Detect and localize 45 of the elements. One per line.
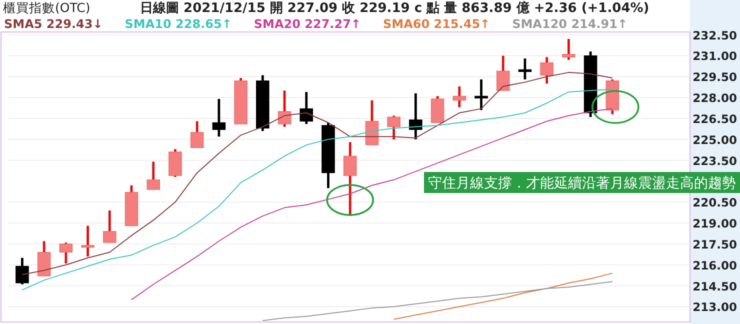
candlestick: [212, 98, 226, 138]
y-tick-label: 231.00: [692, 49, 737, 64]
chart-subtitle: 日線圖 2021/12/15 開 227.09 收 229.19 c 點 量 863.89 億 +2.36 (+1.04%): [140, 0, 650, 16]
candlestick: [103, 209, 116, 244]
candlestick: [168, 148, 182, 178]
candlestick: [365, 99, 379, 146]
y-tick-label: 213.00: [692, 300, 737, 314]
candlestick: [146, 160, 160, 191]
candlestick: [452, 85, 466, 108]
y-tick-label: 217.50: [692, 237, 737, 252]
y-tick-label: 220.50: [692, 196, 737, 210]
candlestick: [430, 94, 444, 124]
text: SMA20 227.27↑: [254, 17, 361, 31]
text: SMA120 214.91↑: [512, 17, 628, 31]
y-tick-label: 225.00: [692, 132, 737, 147]
y-tick-label: 226.50: [692, 112, 737, 126]
candlestick: [496, 54, 510, 92]
candlestick: [562, 38, 576, 62]
y-tick-label: 228.00: [692, 91, 737, 106]
text: SMA5 229.43↓: [4, 17, 103, 31]
candlestick: [81, 224, 94, 258]
y-tick-label: 229.50: [692, 70, 737, 84]
line-series: [262, 281, 613, 322]
candlestick: [278, 89, 292, 128]
annotation: 守住月線支撐．才能延續沿著月線震盪走高的趨勢: [428, 176, 736, 192]
text: SMA60 215.45↑: [382, 17, 490, 31]
candlestick: [300, 90, 314, 126]
y-tick-label: 214.50: [692, 279, 737, 294]
candlestick: [518, 57, 532, 81]
candlestick: [16, 256, 29, 286]
candlestick: [190, 120, 204, 149]
candlestick: [387, 114, 400, 141]
y-tick-label: 216.00: [692, 258, 737, 272]
y-tick-label: 232.50: [692, 28, 737, 42]
text: SMA10 228.65↑: [124, 17, 232, 31]
candlestick: [59, 241, 73, 265]
candlestick: [409, 92, 422, 141]
chart-title: 櫃買指數(OTC): [3, 0, 90, 15]
candlestick: [37, 240, 51, 278]
y-tick-label: 223.50: [692, 154, 737, 168]
annotation: 守住月線支撐．才能延續沿著月線震盪走高的趨勢: [424, 172, 740, 193]
line-series: [393, 272, 613, 320]
candlestick: [540, 56, 554, 85]
y-tick-label: 219.00: [692, 216, 737, 231]
candlestick: [474, 78, 488, 112]
